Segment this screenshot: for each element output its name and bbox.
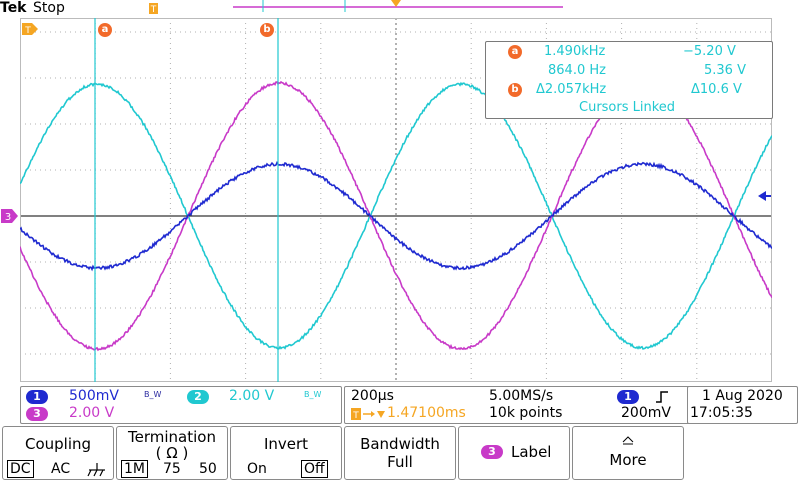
cursors-linked-text: Cursors Linked [579,100,675,115]
label-menu-button[interactable]: 3 Label [458,426,570,480]
date: 1 Aug 2020 [702,388,783,404]
ground-icon[interactable] [87,462,107,478]
channel-2-scale: 2.00 V [229,388,274,404]
cursor-b-label[interactable]: b [260,23,274,37]
rising-edge-icon [655,389,669,405]
vertical-settings-box[interactable]: 1 500mV B_W 2 2.00 V B_W 3 2.00 V [20,386,342,424]
horizontal-settings-box[interactable]: 200µs 5.00MS/s T 1.47100ms 10k points 1 … [344,386,706,424]
termination-50-option[interactable]: 50 [199,461,217,477]
channel-3-chip: 3 [26,407,48,421]
time-per-division: 200µs [351,388,394,404]
cursor-readout-panel: a 1.490kHz −5.20 V 864.0 Hz 5.36 V b Δ2.… [485,41,773,119]
channel-3-ground-marker-icon: 3 [0,208,20,224]
trigger-delay-value: 1.47100ms [387,405,466,421]
trigger-delay-icon: T [351,407,385,421]
cursor-b-icon: b [508,83,522,97]
acquisition-status: Stop [33,0,65,16]
coupling-menu-button[interactable]: Coupling DC AC [2,426,114,480]
coupling-title: Coupling [3,435,113,453]
trigger-level: 200mV [621,405,671,421]
info-bar: 1 500mV B_W 2 2.00 V B_W 3 2.00 V 200µs … [20,386,800,424]
trigger-position-icon: T [148,2,160,16]
bandwidth-value: Full [345,453,455,471]
channel-1-chip: 1 [26,390,48,404]
svg-text:T: T [352,411,359,421]
more-title: More [573,451,683,469]
trigger-source-chip: 1 [617,390,639,404]
bandwidth-title: Bandwidth [345,435,455,453]
invert-on-option[interactable]: On [247,461,267,477]
more-arrow-icon [621,435,635,445]
cursor-b-voltage: 5.36 V [704,63,746,78]
channel-3-scale: 2.00 V [69,405,114,421]
coupling-dc-option[interactable]: DC [7,460,34,478]
bandwidth-menu-button[interactable]: Bandwidth Full [344,426,456,480]
svg-text:T: T [150,5,157,15]
cursor-a-frequency: 1.490kHz [544,44,605,59]
delta-voltage: Δ10.6 V [691,82,742,97]
invert-title: Invert [231,435,341,453]
label-channel-chip: 3 [481,445,503,459]
cursor-b-frequency: 864.0 Hz [548,63,606,78]
channel-2-chip: 2 [187,390,209,404]
more-menu-button[interactable]: More [572,426,684,480]
sample-rate: 5.00MS/s [489,388,553,404]
coupling-ac-option[interactable]: AC [51,461,70,477]
cursor-a-voltage: −5.20 V [683,44,736,59]
termination-1m-option[interactable]: 1M [121,460,148,478]
label-title: Label [511,443,551,461]
channel-2-bw-limit-icon: B_W [304,390,321,399]
termination-75-option[interactable]: 75 [163,461,181,477]
brand-logo: Tek [0,0,27,16]
cursor-a-icon: a [508,45,522,59]
delta-frequency: Δ2.057kHz [536,82,606,97]
record-length: 10k points [489,405,562,421]
channel-1-bw-limit-icon: B_W [144,390,161,399]
trigger-level-arrow-icon [758,190,772,202]
record-overview-bar [233,0,563,14]
trigger-point-marker-icon: T [20,22,40,38]
time: 17:05:35 [690,405,753,421]
channel-1-scale: 500mV [69,388,119,404]
status-bar: Tek Stop T [0,0,800,18]
bottom-menu: Coupling DC AC Termination ( Ω ) 1M 75 5… [0,426,800,480]
invert-off-option[interactable]: Off [301,460,328,478]
invert-menu-button[interactable]: Invert On Off [230,426,342,480]
termination-menu-button[interactable]: Termination ( Ω ) 1M 75 50 [116,426,228,480]
cursor-a-label[interactable]: a [98,23,112,37]
svg-text:3: 3 [5,212,11,223]
datetime-box: 1 Aug 2020 17:05:35 [687,386,798,424]
svg-text:T: T [24,26,31,36]
